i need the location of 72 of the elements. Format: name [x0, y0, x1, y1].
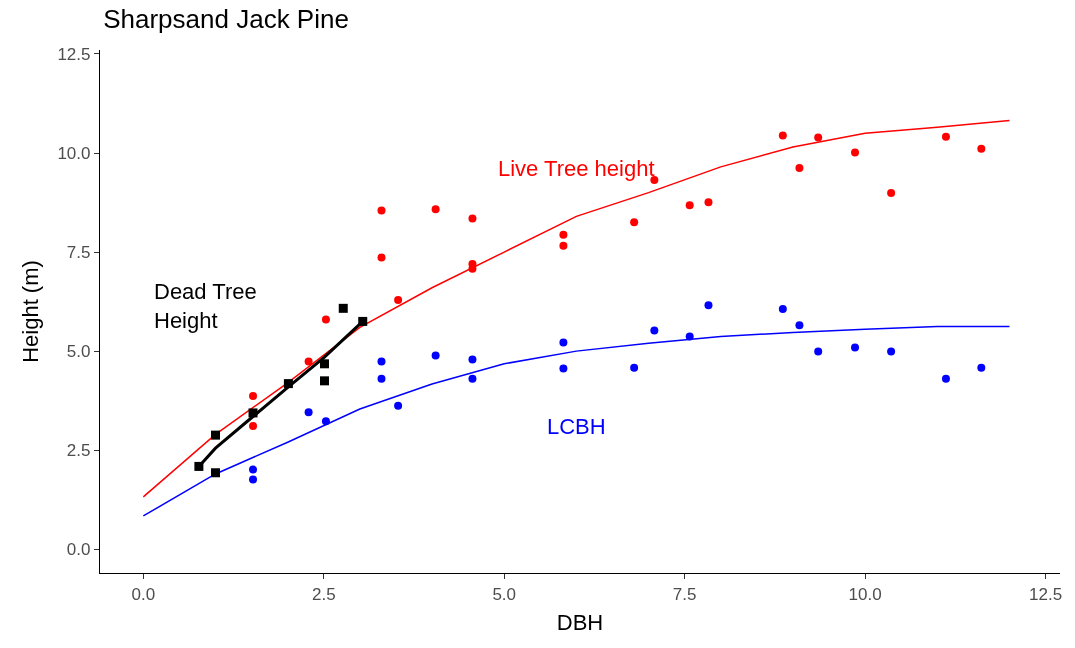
series-label: Live Tree height: [498, 156, 655, 181]
point: [778, 305, 787, 314]
point: [559, 364, 568, 373]
line-series: [142, 119, 1011, 498]
point: [685, 332, 694, 341]
point: [377, 357, 386, 366]
point: [249, 391, 258, 400]
y-axis-title: Height (m): [18, 260, 44, 363]
point: [210, 430, 220, 440]
point: [795, 321, 804, 330]
x-axis-title: DBH: [556, 610, 604, 636]
x-tick-label: 0.0: [131, 584, 156, 604]
point: [650, 326, 659, 335]
point: [358, 316, 368, 326]
x-tick-label: 5.0: [492, 584, 517, 604]
point: [630, 218, 639, 227]
point: [377, 253, 386, 262]
point: [468, 355, 477, 364]
y-tick-label: 2.5: [66, 441, 91, 461]
point: [249, 475, 258, 484]
point: [304, 357, 313, 366]
x-tick-label: 12.5: [1029, 584, 1063, 604]
point: [431, 351, 440, 360]
point: [814, 133, 823, 142]
y-tick-label: 7.5: [66, 243, 91, 263]
point: [851, 343, 860, 352]
point: [394, 401, 403, 410]
point: [304, 408, 313, 417]
point: [194, 461, 204, 471]
x-tick-label: 10.0: [848, 584, 882, 604]
point: [977, 144, 986, 153]
point: [704, 301, 713, 310]
point: [559, 241, 568, 250]
point: [319, 376, 329, 386]
point: [377, 206, 386, 215]
point: [377, 374, 386, 383]
point: [321, 417, 330, 426]
x-tick-label: 7.5: [672, 584, 697, 604]
point: [704, 198, 713, 207]
point: [248, 408, 258, 418]
point: [338, 303, 348, 313]
point: [630, 363, 639, 372]
x-tick-label: 2.5: [311, 584, 336, 604]
point: [249, 422, 258, 431]
y-tick-label: 5.0: [66, 342, 91, 362]
point: [941, 374, 950, 383]
point: [468, 214, 477, 223]
point: [210, 468, 220, 478]
point: [851, 148, 860, 157]
point: [685, 201, 694, 210]
point: [319, 359, 329, 369]
y-tick-label: 0.0: [66, 540, 91, 560]
text: LCBH: [547, 414, 606, 439]
point: [814, 347, 823, 356]
point: [977, 363, 986, 372]
point: [249, 465, 258, 474]
text: Dead Tree Height: [154, 279, 257, 333]
point: [795, 164, 804, 173]
point: [394, 296, 403, 305]
point: [283, 379, 293, 389]
point: [941, 132, 950, 141]
point: [559, 338, 568, 347]
point: [468, 374, 477, 383]
point: [887, 189, 896, 198]
point: [559, 230, 568, 239]
point: [778, 131, 787, 140]
point: [887, 347, 896, 356]
y-tick-label: 12.5: [57, 44, 91, 64]
point: [321, 315, 330, 324]
point: [431, 205, 440, 214]
y-tick-label: 10.0: [57, 143, 91, 163]
chart-title: Sharpsand Jack Pine: [103, 3, 349, 34]
